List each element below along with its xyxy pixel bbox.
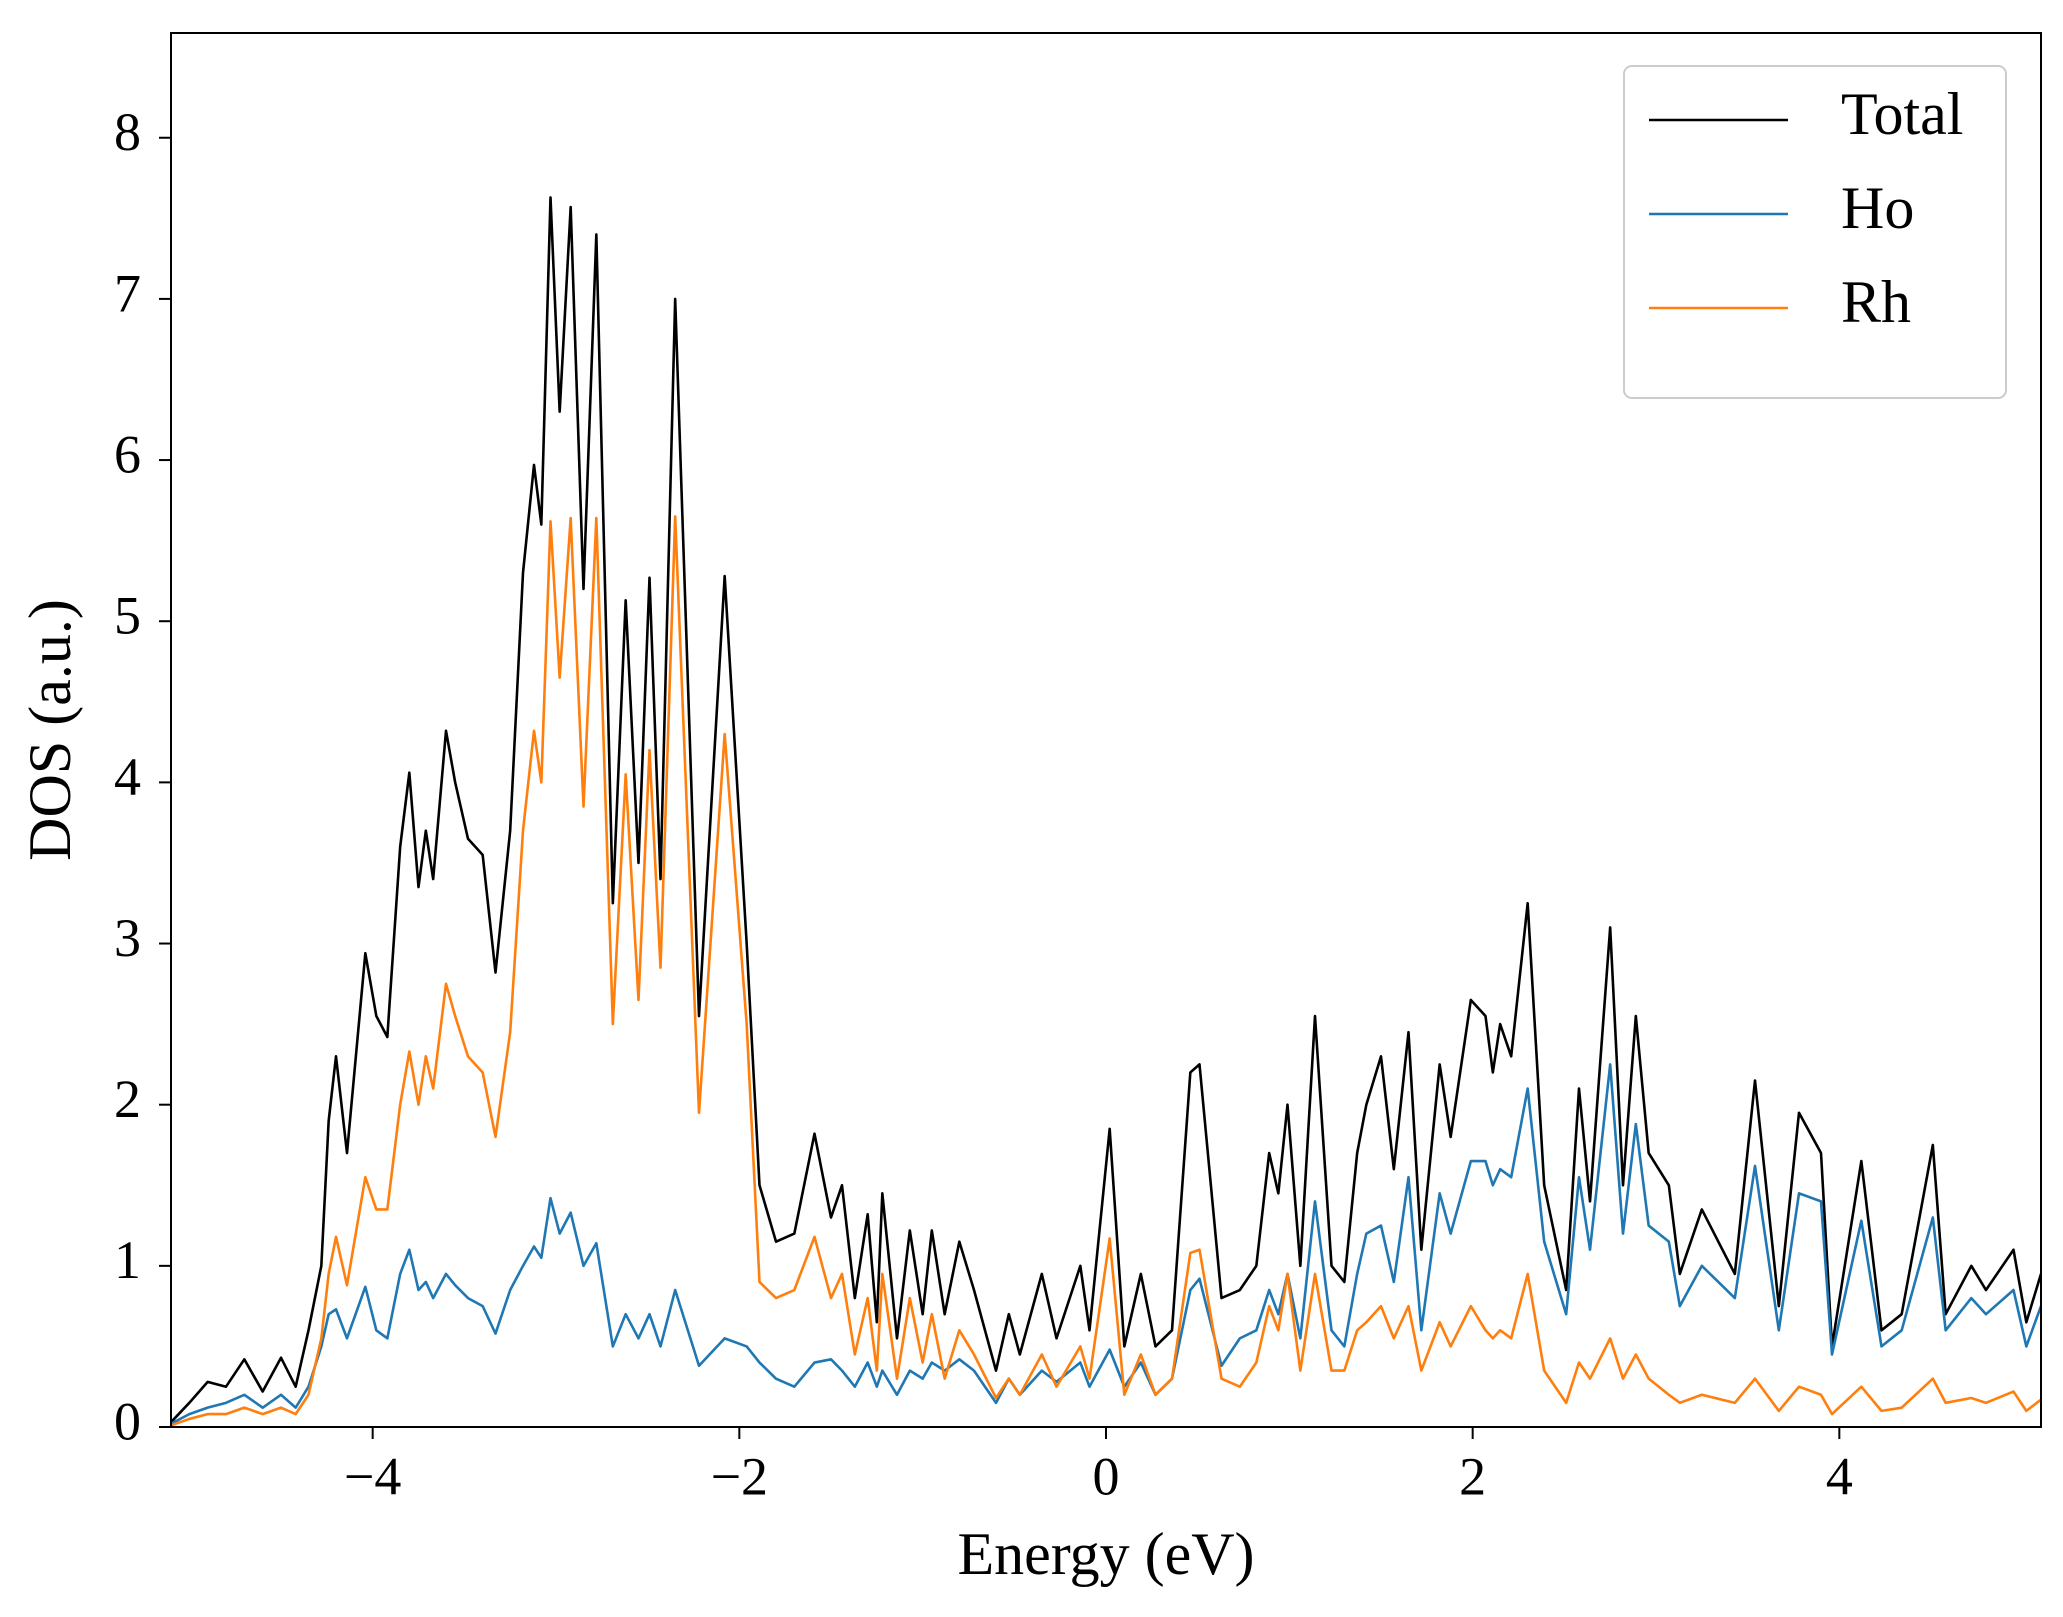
y-tick-label: 0 [114, 1391, 141, 1451]
y-tick-label: 5 [114, 586, 141, 646]
x-axis-label: Energy (eV) [957, 1521, 1254, 1587]
x-tick-label: 0 [1093, 1446, 1120, 1506]
x-tick-label: −4 [344, 1446, 401, 1506]
y-tick-label: 8 [114, 102, 141, 162]
y-tick-label: 7 [114, 263, 141, 323]
legend-label: Total [1841, 81, 1963, 147]
series-line [171, 196, 2041, 1424]
plot-lines [171, 196, 2041, 1427]
y-tick-label: 4 [114, 747, 141, 807]
series-line [171, 515, 2041, 1427]
x-tick-label: −2 [711, 1446, 768, 1506]
y-tick-label: 3 [114, 908, 141, 968]
y-axis-label: DOS (a.u.) [17, 599, 83, 861]
legend-label: Rh [1841, 269, 1911, 335]
y-tick-label: 6 [114, 424, 141, 484]
legend-frame [1623, 65, 2007, 399]
series-line [171, 1063, 2041, 1425]
x-tick-label: 4 [1826, 1446, 1853, 1506]
y-tick-label: 2 [114, 1069, 141, 1129]
x-tick-label: 2 [1459, 1446, 1486, 1506]
y-tick-label: 1 [114, 1230, 141, 1290]
legend-label: Ho [1841, 175, 1914, 241]
